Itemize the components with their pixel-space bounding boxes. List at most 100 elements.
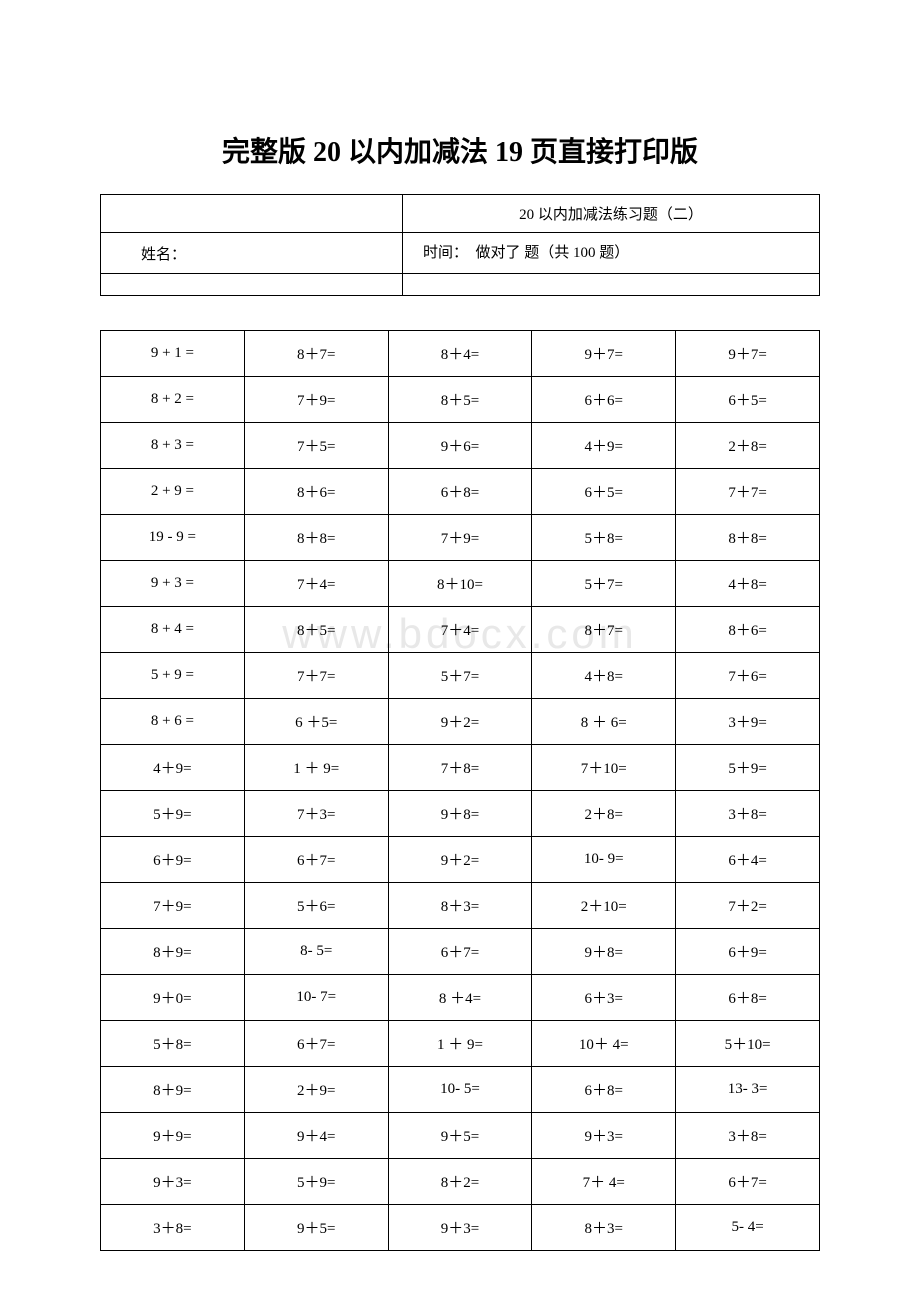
question-cell: 6＋9= [676, 929, 820, 975]
question-cell: 5＋6= [244, 883, 388, 929]
question-cell: 6＋7= [388, 929, 532, 975]
question-cell: 6＋9= [101, 837, 245, 883]
table-row: 8 + 6 =6 ＋5=9＋2=8 ＋ 6=3＋9= [101, 699, 820, 745]
question-cell: 8＋5= [244, 607, 388, 653]
question-cell: 5＋7= [388, 653, 532, 699]
question-cell: 9＋8= [388, 791, 532, 837]
question-cell: 8 + 2 = [101, 377, 245, 423]
question-cell: 8＋7= [532, 607, 676, 653]
question-cell: 1 ＋ 9= [388, 1021, 532, 1067]
table-row: 3＋8=9＋5=9＋3=8＋3=5- 4= [101, 1205, 820, 1251]
questions-table: 9 + 1 =8＋7=8＋4=9＋7=9＋7=8 + 2 =7＋9=8＋5=6＋… [100, 330, 820, 1251]
question-cell: 6＋5= [676, 377, 820, 423]
question-cell: 8＋3= [388, 883, 532, 929]
question-cell: 9＋3= [532, 1113, 676, 1159]
question-cell: 9＋9= [101, 1113, 245, 1159]
table-row: 8 + 2 =7＋9=8＋5=6＋6=6＋5= [101, 377, 820, 423]
question-cell: 9＋8= [532, 929, 676, 975]
question-cell: 13- 3= [676, 1067, 820, 1113]
question-cell: 8 ＋4= [388, 975, 532, 1021]
question-cell: 7＋7= [676, 469, 820, 515]
question-cell: 7＋ 4= [532, 1159, 676, 1205]
question-cell: 9＋2= [388, 837, 532, 883]
question-cell: 7＋8= [388, 745, 532, 791]
question-cell: 9＋4= [244, 1113, 388, 1159]
question-cell: 3＋8= [101, 1205, 245, 1251]
question-cell: 9＋3= [388, 1205, 532, 1251]
table-row: 4＋9=1 ＋ 9=7＋8=7＋10=5＋9= [101, 745, 820, 791]
question-cell: 6＋5= [532, 469, 676, 515]
question-cell: 5＋9= [244, 1159, 388, 1205]
question-cell: 4＋9= [101, 745, 245, 791]
header-name-label: 姓名： [101, 233, 403, 274]
question-cell: 9＋7= [676, 331, 820, 377]
table-row: 7＋9=5＋6=8＋3=2＋10=7＋2= [101, 883, 820, 929]
question-cell: 5＋7= [532, 561, 676, 607]
question-cell: 9＋0= [101, 975, 245, 1021]
question-cell: 8＋7= [244, 331, 388, 377]
question-cell: 8＋10= [388, 561, 532, 607]
question-cell: 7＋5= [244, 423, 388, 469]
table-row: 9＋0=10- 7=8 ＋4=6＋3=6＋8= [101, 975, 820, 1021]
question-cell: 9＋2= [388, 699, 532, 745]
question-cell: 6＋6= [532, 377, 676, 423]
question-cell: 9＋6= [388, 423, 532, 469]
question-cell: 6＋7= [244, 837, 388, 883]
question-cell: 8 + 6 = [101, 699, 245, 745]
table-row: 8 + 3 =7＋5=9＋6=4＋9=2＋8= [101, 423, 820, 469]
table-row: 9 + 3 =7＋4=8＋10=5＋7=4＋8= [101, 561, 820, 607]
table-row: 8＋9=2＋9=10- 5=6＋8=13- 3= [101, 1067, 820, 1113]
question-cell: 2＋10= [532, 883, 676, 929]
question-cell: 5＋8= [532, 515, 676, 561]
question-cell: 7＋10= [532, 745, 676, 791]
question-cell: 3＋9= [676, 699, 820, 745]
table-row: 19 - 9 =8＋8=7＋9=5＋8=8＋8= [101, 515, 820, 561]
question-cell: 8 ＋ 6= [532, 699, 676, 745]
table-row: 5 + 9 =7＋7=5＋7=4＋8=7＋6= [101, 653, 820, 699]
question-cell: 8＋8= [676, 515, 820, 561]
question-cell: 9 + 3 = [101, 561, 245, 607]
question-cell: 8＋9= [101, 1067, 245, 1113]
table-row: 9 + 1 =8＋7=8＋4=9＋7=9＋7= [101, 331, 820, 377]
page-title: 完整版 20 以内加减法 19 页直接打印版 [100, 130, 820, 170]
question-cell: 7＋3= [244, 791, 388, 837]
question-cell: 2＋8= [532, 791, 676, 837]
question-cell: 7＋9= [101, 883, 245, 929]
question-cell: 6＋8= [388, 469, 532, 515]
question-cell: 6＋8= [532, 1067, 676, 1113]
question-cell: 7＋2= [676, 883, 820, 929]
table-row: 9＋9=9＋4=9＋5=9＋3=3＋8= [101, 1113, 820, 1159]
question-cell: 7＋4= [244, 561, 388, 607]
question-cell: 5＋9= [676, 745, 820, 791]
question-cell: 7＋6= [676, 653, 820, 699]
question-cell: 3＋8= [676, 1113, 820, 1159]
header-table: 20 以内加减法练习题（二） 姓名： 时间： 做对了 题（共 100 题） [100, 194, 820, 296]
question-cell: 6＋8= [676, 975, 820, 1021]
header-empty-bottom-left [101, 274, 403, 296]
question-cell: 8＋2= [388, 1159, 532, 1205]
question-cell: 9 + 1 = [101, 331, 245, 377]
question-cell: 19 - 9 = [101, 515, 245, 561]
question-cell: 2 + 9 = [101, 469, 245, 515]
question-cell: 7＋9= [388, 515, 532, 561]
question-cell: 5- 4= [676, 1205, 820, 1251]
question-cell: 6＋3= [532, 975, 676, 1021]
question-cell: 8＋6= [244, 469, 388, 515]
question-cell: 6＋7= [244, 1021, 388, 1067]
question-cell: 10- 5= [388, 1067, 532, 1113]
table-row: 9＋3=5＋9=8＋2=7＋ 4=6＋7= [101, 1159, 820, 1205]
question-cell: 8 + 4 = [101, 607, 245, 653]
question-cell: 8＋3= [532, 1205, 676, 1251]
header-empty-top-left [101, 195, 403, 233]
question-cell: 8＋8= [244, 515, 388, 561]
question-cell: 3＋8= [676, 791, 820, 837]
question-cell: 4＋9= [532, 423, 676, 469]
table-row: 6＋9=6＋7=9＋2=10- 9=6＋4= [101, 837, 820, 883]
question-cell: 8＋4= [388, 331, 532, 377]
question-cell: 9＋3= [101, 1159, 245, 1205]
question-cell: 5＋9= [101, 791, 245, 837]
question-cell: 1 ＋ 9= [244, 745, 388, 791]
question-cell: 2＋8= [676, 423, 820, 469]
question-cell: 10- 9= [532, 837, 676, 883]
question-cell: 7＋4= [388, 607, 532, 653]
